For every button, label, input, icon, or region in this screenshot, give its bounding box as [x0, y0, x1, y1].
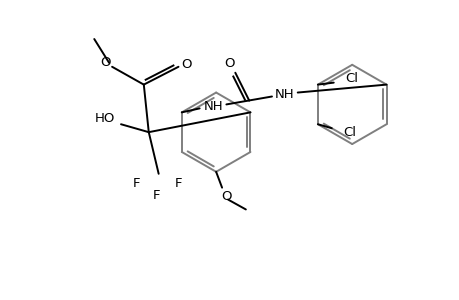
Text: O: O — [181, 58, 191, 71]
Text: NH: NH — [203, 100, 223, 113]
Text: O: O — [224, 57, 234, 70]
Text: F: F — [174, 177, 182, 190]
Text: Cl: Cl — [342, 126, 355, 139]
Text: O: O — [100, 56, 110, 69]
Text: F: F — [152, 189, 160, 202]
Text: HO: HO — [95, 112, 115, 125]
Text: F: F — [133, 177, 140, 190]
Text: NH: NH — [274, 88, 294, 101]
Text: O: O — [220, 190, 231, 203]
Text: Cl: Cl — [344, 72, 357, 85]
